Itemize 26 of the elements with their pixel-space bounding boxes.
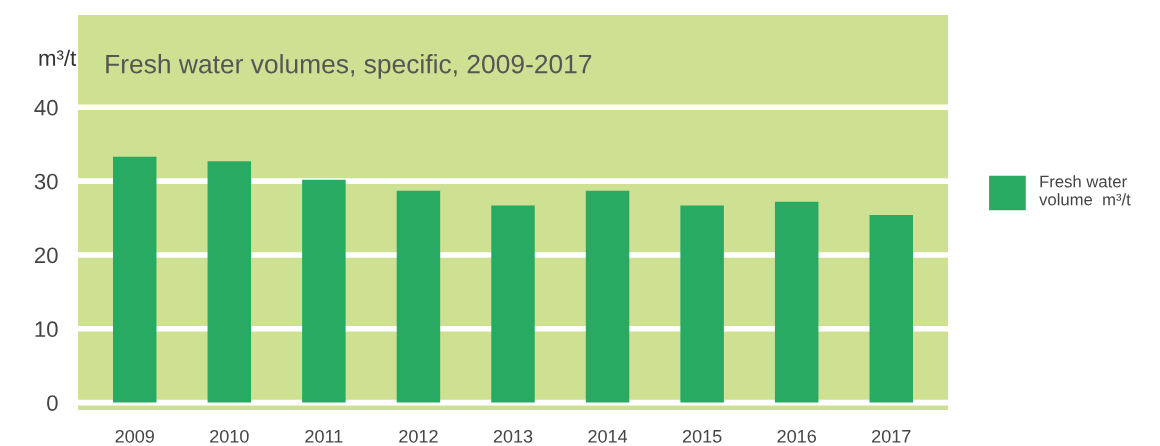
bar: [774, 201, 819, 403]
x-tick-label: 2009: [115, 429, 154, 443]
x-tick-label: 2016: [777, 429, 816, 443]
y-tick-label: 20: [34, 247, 58, 264]
x-tick-label: 2017: [872, 429, 911, 443]
y-tick-label: 10: [35, 321, 58, 338]
bar: [302, 179, 346, 403]
bar: [207, 161, 252, 403]
bar: [680, 205, 724, 403]
y-tick-label: 30: [34, 173, 58, 190]
x-tick-label: 2012: [399, 429, 438, 443]
x-tick-label: 2014: [588, 429, 628, 443]
legend-label: Fresh water volume m³/t: [1039, 175, 1131, 206]
x-tick-label: 2015: [682, 429, 722, 443]
bar: [396, 190, 441, 403]
bar: [491, 205, 535, 403]
bar: [112, 156, 157, 403]
y-tick-label: 40: [34, 99, 58, 116]
text: Fresh water volumes, specific, 2009-2017: [106, 54, 592, 79]
y-tick-label: 0: [47, 395, 58, 411]
x-tick-label: 2013: [493, 429, 533, 443]
y-axis-title: m³/t: [39, 49, 77, 66]
x-tick-label: 2011: [305, 429, 343, 443]
bar: [585, 190, 630, 403]
bar: [869, 215, 914, 403]
x-tick-label: 2010: [210, 429, 249, 443]
